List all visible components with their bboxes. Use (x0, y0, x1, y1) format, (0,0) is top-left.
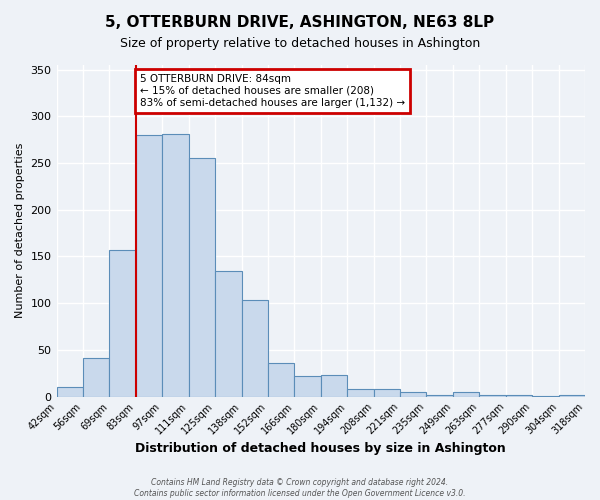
Bar (347, 389, 374, 396)
Bar (479, 394, 506, 396)
Bar (321, 375, 347, 396)
Bar (109, 250, 136, 396)
Bar (506, 394, 532, 396)
Bar (427, 394, 453, 396)
Text: 5 OTTERBURN DRIVE: 84sqm
← 15% of detached houses are smaller (208)
83% of semi-: 5 OTTERBURN DRIVE: 84sqm ← 15% of detach… (140, 74, 405, 108)
Bar (374, 389, 400, 396)
Bar (268, 363, 295, 396)
Text: 5, OTTERBURN DRIVE, ASHINGTON, NE63 8LP: 5, OTTERBURN DRIVE, ASHINGTON, NE63 8LP (106, 15, 494, 30)
Bar (188, 158, 215, 396)
X-axis label: Distribution of detached houses by size in Ashington: Distribution of detached houses by size … (136, 442, 506, 455)
Bar (56, 387, 83, 396)
Bar (162, 134, 188, 396)
Bar (453, 392, 479, 396)
Text: Contains HM Land Registry data © Crown copyright and database right 2024.
Contai: Contains HM Land Registry data © Crown c… (134, 478, 466, 498)
Y-axis label: Number of detached properties: Number of detached properties (15, 143, 25, 318)
Text: Size of property relative to detached houses in Ashington: Size of property relative to detached ho… (120, 38, 480, 51)
Bar (559, 394, 585, 396)
Bar (242, 300, 268, 396)
Bar (295, 376, 321, 396)
Bar (83, 358, 109, 397)
Bar (215, 272, 242, 396)
Bar (136, 135, 162, 396)
Bar (400, 392, 427, 396)
